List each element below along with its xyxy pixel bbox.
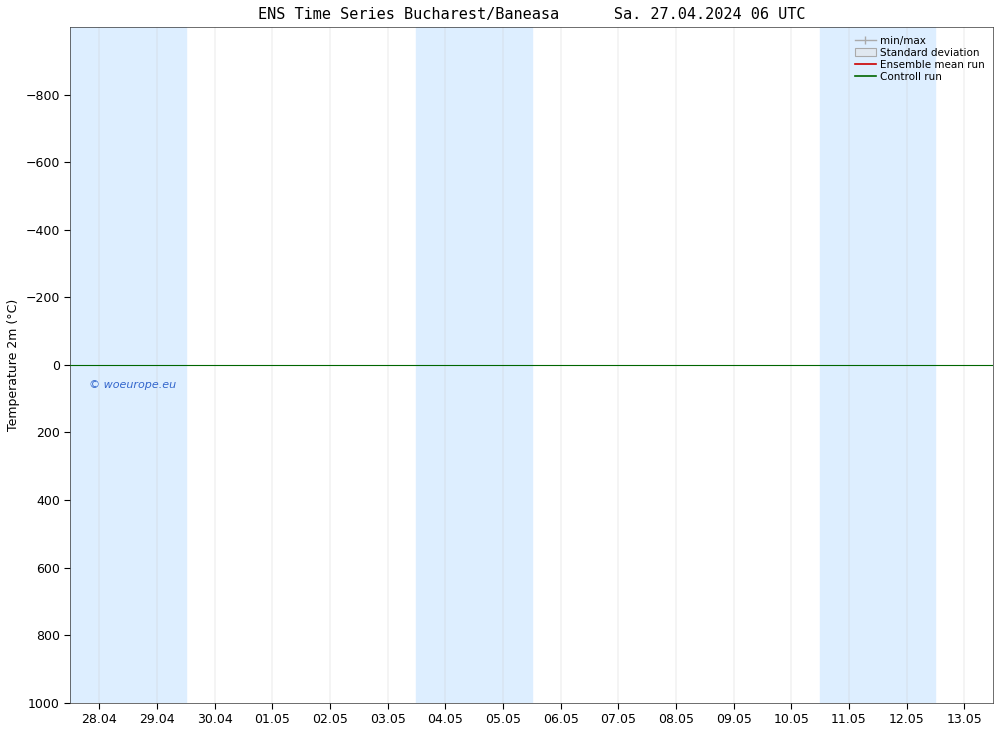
Y-axis label: Temperature 2m (°C): Temperature 2m (°C) [7, 299, 20, 431]
Title: ENS Time Series Bucharest/Baneasa      Sa. 27.04.2024 06 UTC: ENS Time Series Bucharest/Baneasa Sa. 27… [258, 7, 805, 22]
Bar [70, 27, 186, 703]
Bar [820, 27, 935, 703]
Text: © woeurope.eu: © woeurope.eu [89, 380, 176, 390]
Legend: min/max, Standard deviation, Ensemble mean run, Controll run: min/max, Standard deviation, Ensemble me… [852, 32, 988, 85]
Bar [416, 27, 532, 703]
